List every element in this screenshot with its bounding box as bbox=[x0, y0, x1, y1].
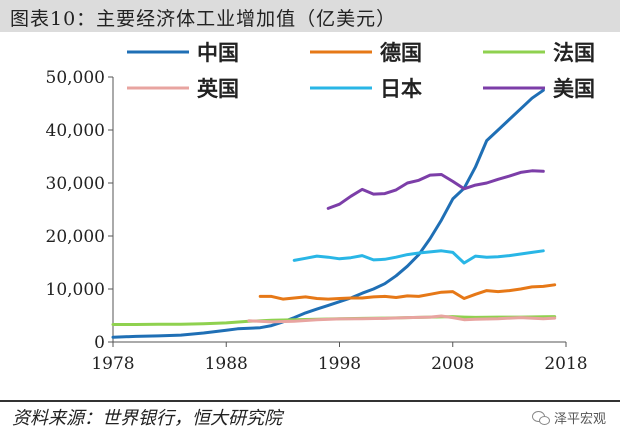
y-tick-label: 10,000 bbox=[46, 280, 105, 300]
x-tick-label: 2008 bbox=[431, 354, 474, 374]
legend-label: 法国 bbox=[553, 41, 595, 65]
series-line-中国 bbox=[111, 88, 545, 339]
series-line-美国 bbox=[326, 169, 545, 210]
legend-label: 德国 bbox=[380, 41, 422, 65]
footer-rule bbox=[0, 400, 620, 402]
x-tick-label: 1998 bbox=[318, 354, 361, 374]
chart-title: 图表10：主要经济体工业增加值（亿美元） bbox=[10, 8, 397, 30]
y-tick-label: 20,000 bbox=[46, 227, 105, 247]
x-tick-label: 1978 bbox=[91, 354, 134, 374]
series-line-德国 bbox=[258, 283, 557, 301]
legend-label: 美国 bbox=[553, 77, 595, 101]
x-tick-label: 2018 bbox=[544, 354, 587, 374]
legend-label: 日本 bbox=[380, 77, 422, 101]
series-line-英国 bbox=[247, 314, 557, 324]
y-tick-label: 0 bbox=[94, 333, 105, 353]
y-tick-label: 30,000 bbox=[46, 174, 105, 194]
brand-label: 泽平宏观 bbox=[553, 412, 606, 427]
title-bar: 图表10：主要经济体工业增加值（亿美元） bbox=[0, 0, 620, 32]
brand-watermark: 泽平宏观 bbox=[531, 408, 606, 427]
y-tick-label: 40,000 bbox=[46, 121, 105, 141]
legend-label: 中国 bbox=[197, 41, 239, 65]
y-tick-label: 50,000 bbox=[46, 68, 105, 88]
wechat-icon bbox=[531, 410, 550, 425]
line-chart: 0 10,000 20,000 30,000 40,000 50,000 1978 1988 1… bbox=[46, 41, 595, 374]
series-line-日本 bbox=[292, 249, 545, 265]
source-note: 资料来源：世界银行，恒大研究院 bbox=[12, 408, 282, 429]
legend-label: 英国 bbox=[197, 77, 239, 101]
x-tick-label: 1988 bbox=[205, 354, 248, 374]
